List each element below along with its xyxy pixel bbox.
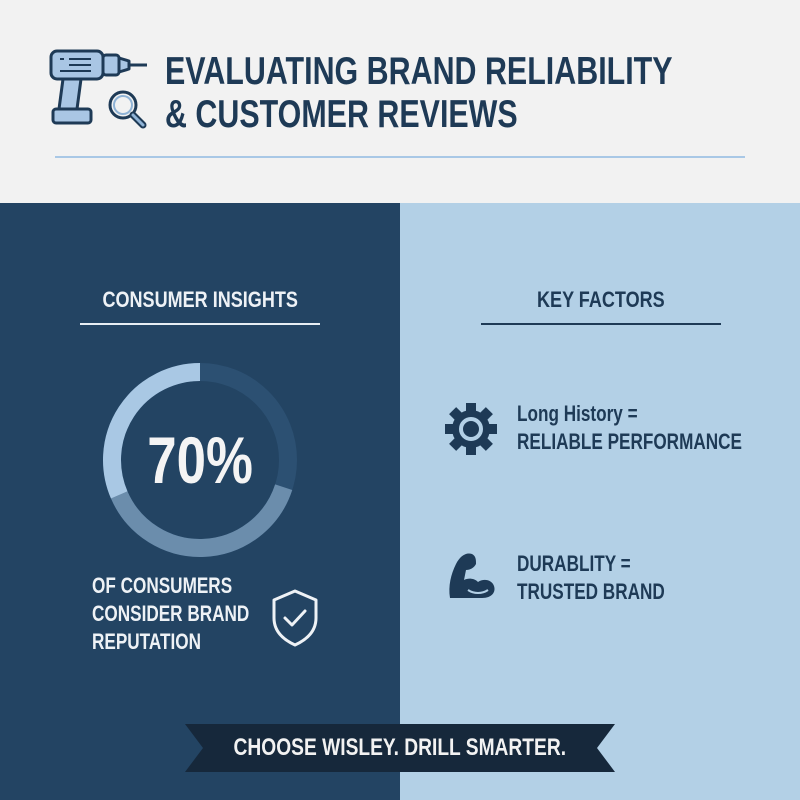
gear-tooth (466, 445, 476, 455)
gear-tooth (445, 424, 455, 434)
slogan-text: CHOOSE WISLEY. DRILL SMARTER. (233, 734, 567, 761)
consumer-caption: OF CONSUMERS CONSIDER BRAND REPUTATION (92, 573, 250, 654)
gear-tooth (449, 407, 464, 422)
ring-segment-primary (103, 363, 201, 499)
key-factors-rule (481, 323, 721, 325)
flexed-arm-icon (449, 553, 495, 598)
key-factors-heading: KEY FACTORS (537, 287, 665, 312)
consumer-insights-panel (0, 203, 400, 800)
gear-tooth (466, 403, 476, 413)
drill-with-magnifier-icon (49, 49, 147, 129)
factor-durability: DURABLITY = TRUSTED BRAND (517, 551, 665, 604)
page-title-line2: & CUSTOMER REVIEWS (165, 93, 518, 136)
gear-tooth (449, 436, 464, 451)
percent-value: 70% (147, 423, 253, 497)
percent-ring (103, 363, 297, 557)
gear-tooth (478, 436, 493, 451)
page-title-line1: EVALUATING BRAND RELIABILITY (165, 50, 673, 93)
ring-segment-secondary (110, 484, 293, 557)
key-factors-panel (400, 203, 800, 800)
gear-tooth (478, 407, 493, 422)
consumer-insights-heading: CONSUMER INSIGHTS (102, 287, 298, 312)
consumer-insights-rule (80, 323, 320, 325)
gear-icon (445, 403, 497, 455)
shield-check-icon (272, 589, 318, 647)
gear-tooth (487, 424, 497, 434)
header-divider (55, 156, 745, 158)
factor-long-history: Long History = RELIABLE PERFORMANCE (517, 401, 742, 454)
slogan-ribbon (185, 724, 615, 772)
